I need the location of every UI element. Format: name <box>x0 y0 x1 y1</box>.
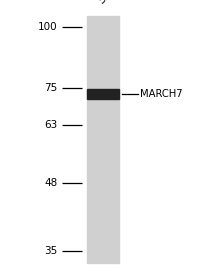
Text: Siha: Siha <box>97 0 119 5</box>
Text: 100: 100 <box>38 22 58 32</box>
Text: 35: 35 <box>44 246 58 255</box>
Bar <box>87 16 119 263</box>
Bar <box>87 89 119 99</box>
Text: MARCH7: MARCH7 <box>140 89 183 99</box>
Text: 75: 75 <box>44 83 58 93</box>
Text: 48: 48 <box>44 178 58 188</box>
Text: 63: 63 <box>44 120 58 130</box>
